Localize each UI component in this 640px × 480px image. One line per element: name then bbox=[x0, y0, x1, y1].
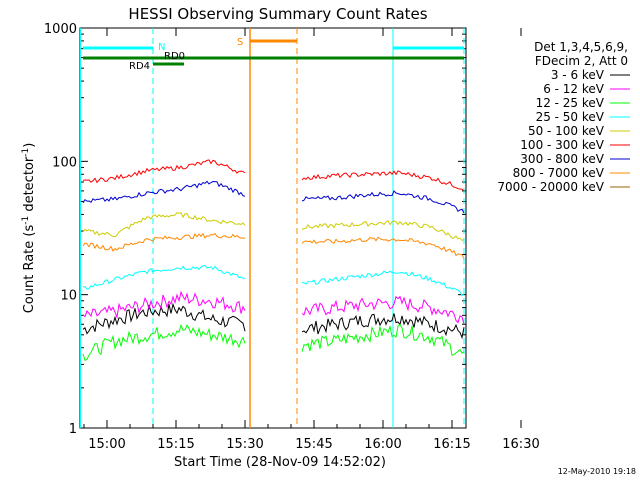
legend: Det 1,3,4,5,6,9,FDecim 2, Att 03 - 6 keV… bbox=[497, 40, 630, 194]
label-n: N bbox=[158, 42, 165, 53]
legend-label: 300 - 800 keV bbox=[520, 152, 604, 166]
x-tick-label: 15:00 bbox=[88, 437, 125, 452]
legend-header: Det 1,3,4,5,6,9, bbox=[534, 40, 628, 54]
legend-label: 50 - 100 keV bbox=[528, 124, 605, 138]
series-line-25-50keV bbox=[82, 264, 245, 290]
x-tick-label: 15:30 bbox=[226, 437, 263, 452]
chart-title: HESSI Observing Summary Count Rates bbox=[128, 5, 427, 23]
series-line-25-50keV bbox=[301, 270, 465, 297]
legend-label: 25 - 50 keV bbox=[536, 110, 605, 124]
series-line-12-25keV bbox=[301, 323, 465, 356]
series-line-300-800keV bbox=[82, 180, 246, 204]
x-tick-label: 16:15 bbox=[433, 437, 470, 452]
x-axis-label: Start Time (28-Nov-09 14:52:02) bbox=[174, 455, 386, 470]
series-lines bbox=[82, 159, 465, 361]
series-line-50-100keV bbox=[82, 211, 246, 238]
legend-header: FDecim 2, Att 0 bbox=[535, 54, 628, 68]
legend-label: 12 - 25 keV bbox=[536, 96, 605, 110]
series-line-3-6keV bbox=[82, 302, 246, 335]
timestamp: 12-May-2010 19:18 bbox=[558, 467, 636, 476]
plot-frame bbox=[79, 27, 467, 429]
y-tick-label: 1000 bbox=[44, 22, 77, 37]
x-ticks: 15:00 15:15 15:30 15:45 16:00 16:15 16:30 bbox=[83, 28, 540, 452]
y-tick-label: 100 bbox=[52, 155, 77, 170]
series-line-12-25keV bbox=[82, 323, 246, 361]
legend-label: 7000 - 20000 keV bbox=[497, 180, 604, 194]
top-flags: N RD0 RD4 S bbox=[83, 37, 464, 72]
y-tick-label: 1 bbox=[69, 422, 77, 437]
series-line-100-300keV bbox=[82, 159, 246, 184]
series-line-3-6keV bbox=[301, 313, 465, 340]
series-line-100-300keV bbox=[301, 170, 465, 192]
label-s: S bbox=[237, 37, 243, 48]
x-tick-label: 16:30 bbox=[502, 437, 539, 452]
y-tick-label: 10 bbox=[60, 289, 77, 304]
label-rd0: RD0 bbox=[164, 51, 185, 62]
series-line-6-12keV bbox=[301, 295, 465, 325]
series-line-800-7000keV bbox=[82, 232, 246, 252]
series-line-6-12keV bbox=[82, 290, 246, 320]
event-lines bbox=[80, 28, 465, 428]
label-rd4: RD4 bbox=[129, 61, 150, 72]
legend-label: 800 - 7000 keV bbox=[513, 166, 605, 180]
legend-label: 100 - 300 keV bbox=[520, 138, 604, 152]
legend-label: 3 - 6 keV bbox=[551, 68, 605, 82]
y-ticks: 1 10 100 1000 bbox=[44, 22, 466, 437]
y-axis-label: Count Rate (s-1 detector-1) bbox=[21, 143, 37, 314]
x-tick-label: 15:15 bbox=[157, 437, 194, 452]
legend-label: 6 - 12 keV bbox=[543, 82, 605, 96]
x-tick-label: 15:45 bbox=[295, 437, 332, 452]
series-line-800-7000keV bbox=[301, 236, 465, 259]
x-tick-label: 16:00 bbox=[364, 437, 401, 452]
series-line-300-800keV bbox=[301, 190, 465, 214]
series-line-50-100keV bbox=[301, 219, 465, 241]
